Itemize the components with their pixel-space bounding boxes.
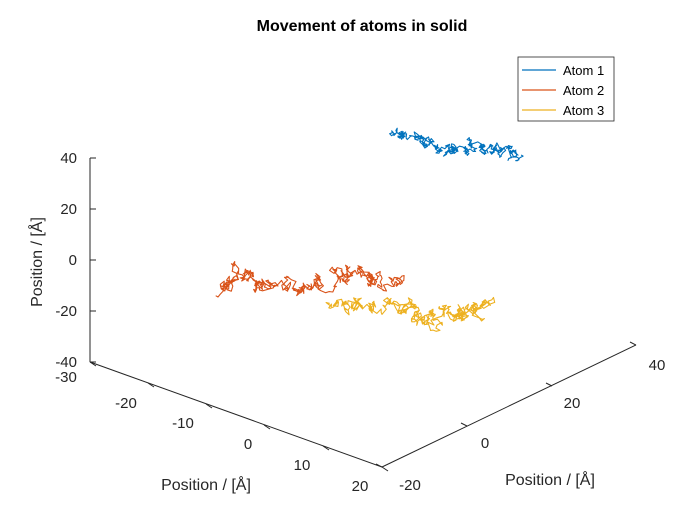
x-axis-line xyxy=(89,361,383,468)
z-tick-label: 40 xyxy=(60,150,77,167)
z-axis-label: Position / [Å] xyxy=(27,217,46,307)
legend: Atom 1 Atom 2 Atom 3 xyxy=(517,56,615,122)
x-tick-label: -30 xyxy=(55,369,77,386)
x-tick-label: -10 xyxy=(172,415,194,432)
x-tick-mark xyxy=(205,403,213,409)
x-tick-mark xyxy=(381,466,389,472)
series-line-3 xyxy=(325,296,496,332)
x-tick-label: -20 xyxy=(115,395,137,412)
y-tick-mark xyxy=(545,382,553,387)
y-tick-label: 20 xyxy=(564,395,581,412)
y-axis-line xyxy=(381,344,637,468)
series-line-2 xyxy=(215,260,405,298)
x-tick-mark xyxy=(89,361,97,367)
x-tick-mark xyxy=(322,445,330,451)
y-tick-label: -20 xyxy=(399,477,421,494)
legend-label-3: Atom 3 xyxy=(563,103,604,118)
legend-label-2: Atom 2 xyxy=(563,83,604,98)
x-tick-label: 20 xyxy=(352,478,369,495)
y-tick-label: 0 xyxy=(481,435,489,452)
z-tick-label: 0 xyxy=(69,252,77,269)
x-tick-mark xyxy=(263,424,271,430)
y-tick-mark xyxy=(375,463,383,468)
chart-title: Movement of atoms in solid xyxy=(257,18,468,35)
x-tick-mark xyxy=(147,382,155,388)
y-tick-mark xyxy=(460,422,468,427)
y-axis-label: Position / [Å] xyxy=(505,470,595,489)
y-tick-mark xyxy=(629,341,637,346)
z-tick-label: 20 xyxy=(60,201,77,218)
z-tick-label: -40 xyxy=(55,354,77,371)
y-tick-label: 40 xyxy=(649,357,666,374)
legend-label-1: Atom 1 xyxy=(563,63,604,78)
z-tick-label: -20 xyxy=(55,303,77,320)
series-line-1 xyxy=(389,127,524,162)
x-axis-label: Position / [Å] xyxy=(161,475,251,494)
x-tick-label: 0 xyxy=(244,436,252,453)
x-tick-label: 10 xyxy=(294,457,311,474)
